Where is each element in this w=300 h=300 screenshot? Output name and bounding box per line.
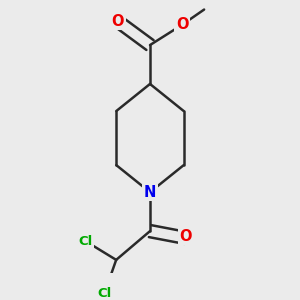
Text: N: N bbox=[144, 185, 156, 200]
Text: O: O bbox=[112, 14, 124, 29]
Text: Cl: Cl bbox=[97, 287, 112, 300]
Text: O: O bbox=[179, 229, 192, 244]
Text: Cl: Cl bbox=[79, 235, 93, 248]
Text: O: O bbox=[176, 17, 188, 32]
